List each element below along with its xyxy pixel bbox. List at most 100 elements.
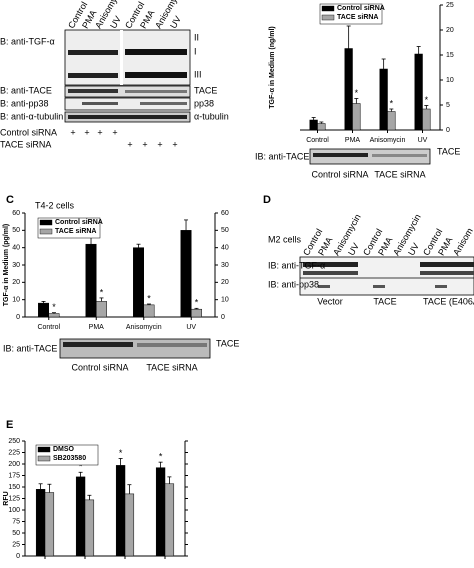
bar xyxy=(164,483,175,557)
row-label: B: anti-pp38 xyxy=(0,98,49,108)
y-tick-label: 25 xyxy=(446,2,454,9)
blot-label: IB: anti-TACE xyxy=(255,151,309,161)
x-tick-label: Anisomycin xyxy=(370,137,406,144)
y-tick-label: 50 xyxy=(12,227,20,234)
y-tick-label: 40 xyxy=(12,245,20,252)
column-label: UV xyxy=(406,241,421,257)
bar xyxy=(414,53,423,131)
group-label: TACE siRNA xyxy=(374,169,425,179)
x-tick-label: UV xyxy=(186,324,196,331)
group-label: TACE siRNA xyxy=(146,362,197,372)
bar xyxy=(317,123,326,131)
bar xyxy=(84,499,95,557)
bar xyxy=(143,304,155,318)
significance: * xyxy=(159,452,163,462)
legend-swatch xyxy=(321,5,335,12)
band-label: TACE xyxy=(194,85,217,95)
x-tick-label: PMA xyxy=(89,324,105,331)
significance: * xyxy=(425,95,429,105)
y-axis-label: TGF-α in Medium (ng/ml) xyxy=(269,26,276,108)
cells-label: M2 cells xyxy=(268,234,302,244)
bar xyxy=(155,467,166,557)
significance: * xyxy=(195,298,199,308)
y-tick-label: 5 xyxy=(446,102,450,109)
y-tick-label: 20 xyxy=(12,279,20,286)
y-tick-label: 150 xyxy=(8,484,20,491)
legend-swatch xyxy=(37,446,51,453)
bar xyxy=(379,68,388,131)
bar xyxy=(124,493,135,557)
y-tick-label: 0 xyxy=(16,314,20,321)
bar xyxy=(133,247,145,318)
row-label: B: anti-TGF-α xyxy=(0,36,55,46)
significance: * xyxy=(390,98,394,108)
band-label: III xyxy=(194,69,202,79)
band-label: α-tubulin xyxy=(194,111,229,121)
legend-label: TACE siRNA xyxy=(337,14,378,21)
y-tick-label: 20 xyxy=(221,279,229,286)
sign: + xyxy=(127,139,132,149)
bar xyxy=(38,302,49,318)
legend-label: TACE siRNA xyxy=(55,228,96,235)
x-tick-label: UV xyxy=(418,137,428,144)
legend-swatch xyxy=(39,219,53,226)
condition-label: TACE siRNA xyxy=(0,139,51,149)
chart-title: T4-2 cells xyxy=(35,200,75,210)
x-tick-label: Control xyxy=(37,324,60,331)
column-label: Anisom xyxy=(451,226,474,257)
group-label: TACE xyxy=(373,296,396,306)
y-tick-label: 60 xyxy=(12,210,20,217)
x-tick-label: Control xyxy=(306,137,329,144)
bar xyxy=(309,119,318,131)
x-tick-label: PMA xyxy=(345,137,361,144)
panel-label: E xyxy=(6,419,13,431)
blot-label: IB: anti-TACE xyxy=(3,343,57,353)
column-label: UV xyxy=(108,14,123,30)
y-tick-label: 100 xyxy=(8,507,20,514)
significance: * xyxy=(119,448,123,458)
group-label: TACE (E406A xyxy=(423,296,474,306)
bar xyxy=(180,230,192,318)
legend-label: SB203580 xyxy=(53,455,86,462)
bar xyxy=(48,313,60,318)
significance: * xyxy=(79,462,83,472)
legend-swatch xyxy=(39,228,53,235)
legend-box xyxy=(37,217,101,239)
bar xyxy=(352,103,361,131)
y-tick-label: 0 xyxy=(221,314,225,321)
column-label: UV xyxy=(346,241,361,257)
bar xyxy=(191,308,202,318)
blot-images xyxy=(59,29,474,359)
condition-label: Control siRNA xyxy=(0,127,57,137)
legend-box xyxy=(319,3,383,25)
y-tick-label: 30 xyxy=(221,262,229,269)
band-label: TACE xyxy=(437,146,460,156)
row-label: IB: anti-pp38 xyxy=(268,279,319,289)
sign: + xyxy=(157,139,162,149)
y-axis-label: RFU xyxy=(3,491,10,505)
y-tick-label: 20 xyxy=(446,27,454,34)
panel-label: D xyxy=(263,194,271,206)
sign: + xyxy=(70,127,75,137)
bar xyxy=(115,465,126,557)
legend-label: Control siRNA xyxy=(337,5,385,12)
significance: * xyxy=(100,287,104,297)
y-tick-label: 40 xyxy=(221,245,229,252)
band-label: I xyxy=(194,46,197,56)
sign: + xyxy=(172,139,177,149)
y-tick-label: 10 xyxy=(446,77,454,84)
bar xyxy=(75,476,86,557)
y-tick-label: 10 xyxy=(221,297,229,304)
bar xyxy=(344,48,353,131)
y-tick-label: 75 xyxy=(12,518,20,525)
y-tick-label: 225 xyxy=(8,449,20,456)
legend-swatch xyxy=(321,14,335,21)
sign: + xyxy=(112,127,117,137)
row-label: B: anti-α-tubulin xyxy=(0,111,63,121)
y-tick-label: 125 xyxy=(8,495,20,502)
y-axis-label: TGF-α in Medium (pg/ml) xyxy=(3,224,10,306)
y-tick-label: 0 xyxy=(446,127,450,134)
bar xyxy=(44,492,55,557)
y-tick-label: 50 xyxy=(12,530,20,537)
group-label: Control siRNA xyxy=(311,169,368,179)
